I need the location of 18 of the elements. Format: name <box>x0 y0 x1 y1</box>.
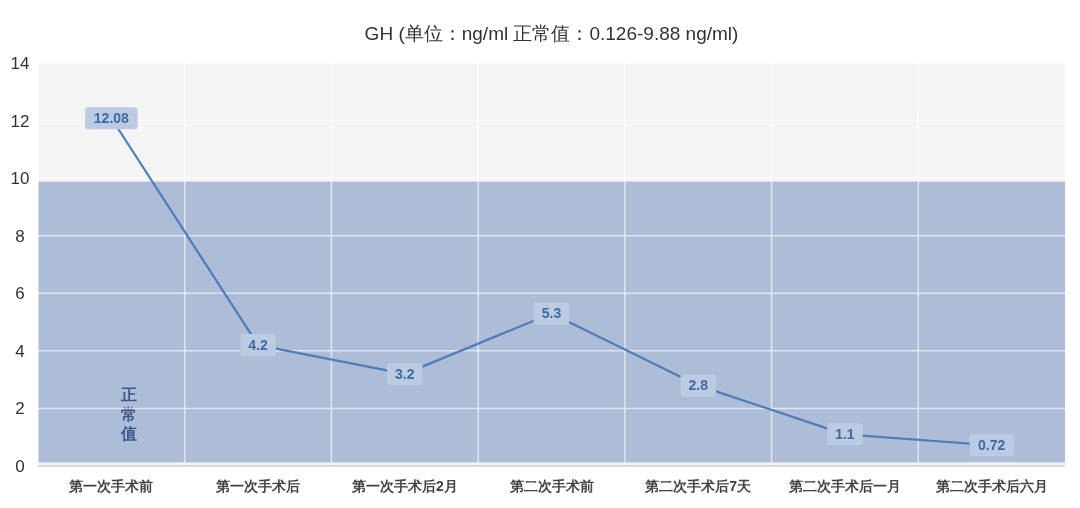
y-tick-label: 2 <box>15 399 25 419</box>
x-tick-label: 第一次手术后2月 <box>350 478 458 494</box>
x-tick-label: 第二次手术前 <box>508 478 594 494</box>
y-tick-label: 0 <box>15 457 25 476</box>
y-tick-label: 14 <box>10 54 30 73</box>
y-tick-label: 10 <box>10 169 30 189</box>
chart-title: GH (单位：ng/ml 正常值：0.126-9.88 ng/ml) <box>364 23 739 44</box>
y-tick-label: 12 <box>10 111 30 131</box>
x-tick-label: 第二次手术后六月 <box>934 478 1048 494</box>
y-tick-label: 6 <box>15 284 25 304</box>
x-tick-label: 第一次手术后 <box>215 478 301 494</box>
y-tick-label: 8 <box>15 226 25 246</box>
x-tick-label: 第一次手术前 <box>68 478 154 494</box>
data-label: 12.08 <box>93 110 130 127</box>
x-tick-label: 第二次手术后7天 <box>644 478 753 494</box>
y-tick-label: 4 <box>15 341 25 361</box>
band-label: 正常值 <box>120 386 138 442</box>
x-tick-label: 第二次手术后一月 <box>787 478 901 494</box>
